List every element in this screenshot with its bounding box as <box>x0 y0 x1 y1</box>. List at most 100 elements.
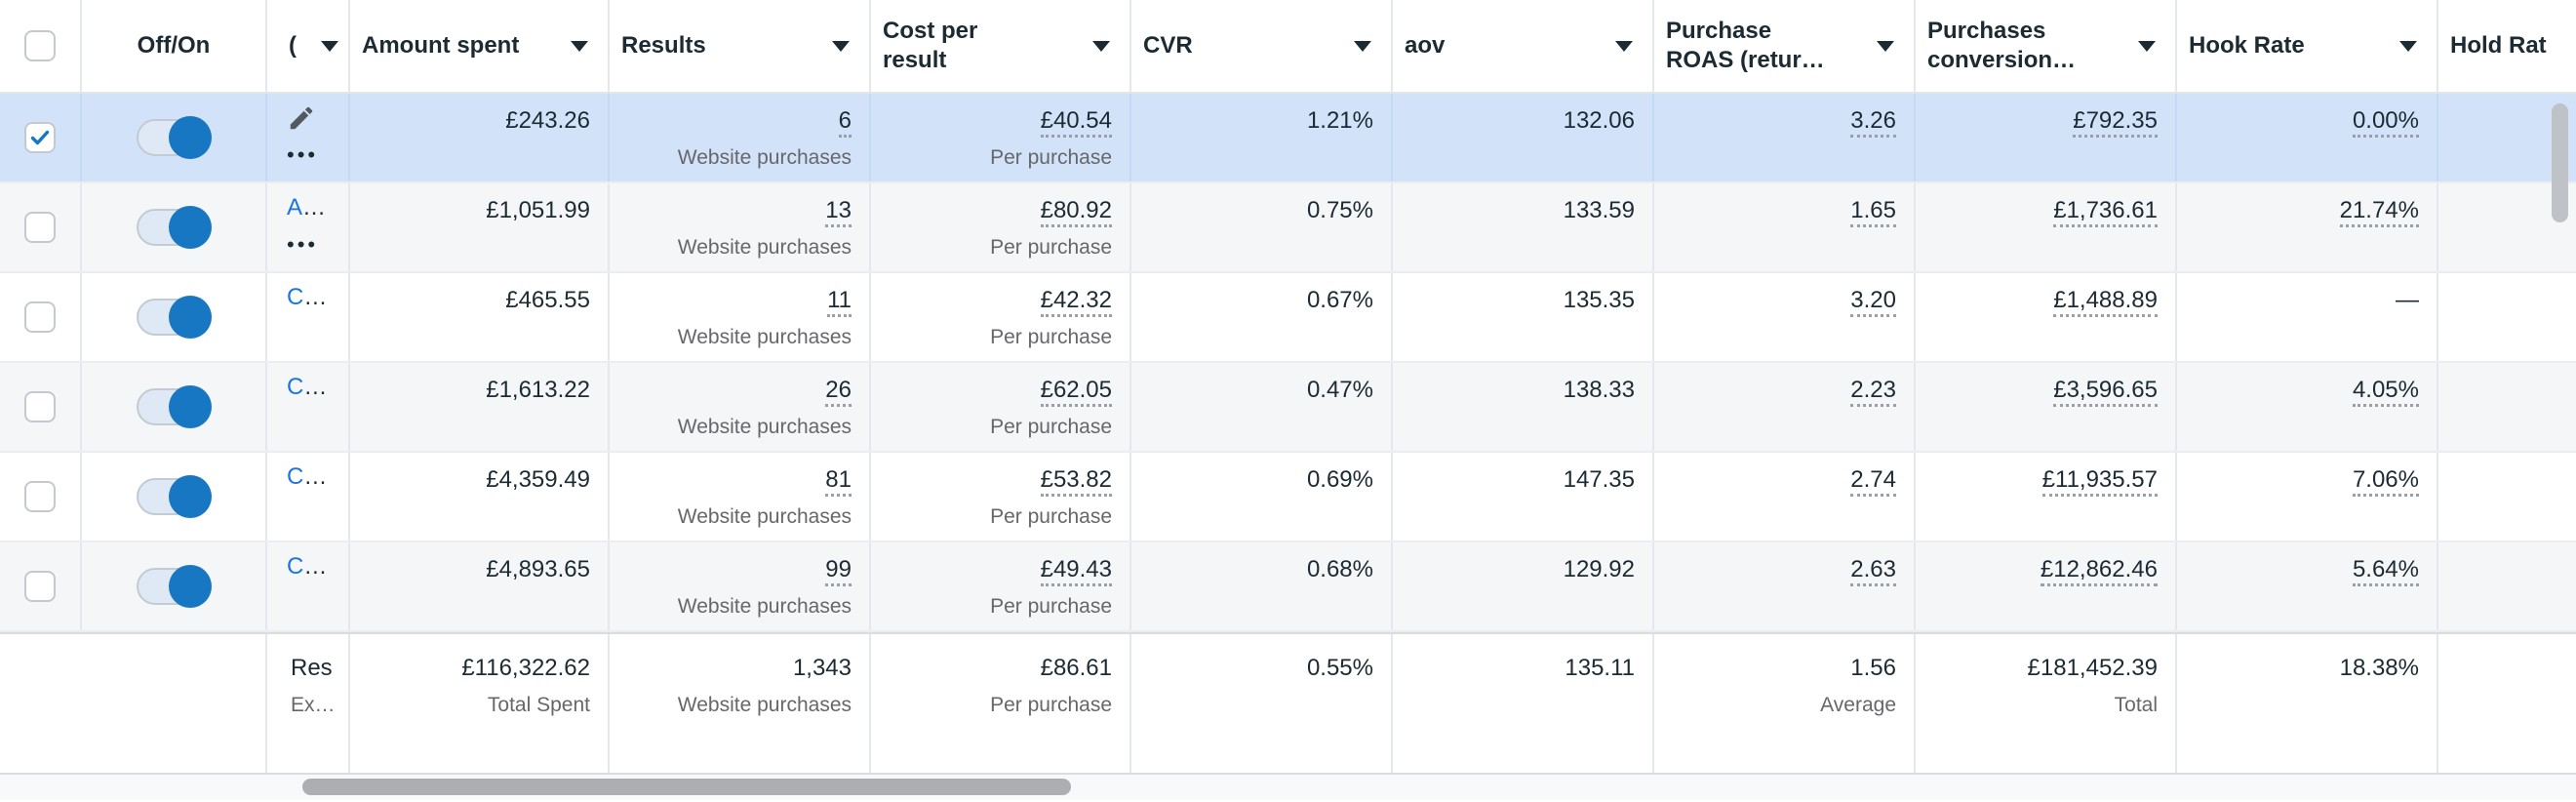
column-header-purchase_roas[interactable]: Purchase ROAS (retur… <box>1654 0 1916 92</box>
purchase-roas-value[interactable]: 2.23 <box>1850 377 1896 407</box>
sort-caret-icon[interactable] <box>1877 40 1894 52</box>
purchase-roas-value[interactable]: 3.26 <box>1850 107 1896 138</box>
cell-cvr: 1.21% <box>1131 94 1393 181</box>
column-header-results[interactable]: Results <box>610 0 871 92</box>
results-value[interactable]: 11 <box>827 287 852 317</box>
cell-purchases-conversion: £3,596.65 <box>1916 363 2177 451</box>
purchases-conversion-value[interactable]: £3,596.65 <box>2053 377 2158 407</box>
sort-caret-icon[interactable] <box>1092 40 1110 52</box>
off-on-toggle[interactable] <box>137 385 212 428</box>
row-checkbox[interactable] <box>24 122 56 153</box>
results-value[interactable]: 26 <box>825 377 852 407</box>
purchases-conversion-value[interactable]: £1,736.61 <box>2053 197 2158 227</box>
row-name-cell: A… ••• <box>267 183 350 271</box>
campaign-name-link[interactable]: C… <box>287 463 328 490</box>
row-menu-dots[interactable]: ••• <box>287 232 319 257</box>
off-on-toggle[interactable] <box>137 475 212 518</box>
campaign-name-link[interactable]: C… <box>287 284 328 310</box>
hook-rate-value[interactable]: 7.06% <box>2352 466 2419 497</box>
purchases-conversion-value[interactable]: £792.35 <box>2073 107 2158 138</box>
cell-amount-spent: £1,613.22 <box>350 363 610 451</box>
cell-results: 11 Website purchases <box>610 273 871 361</box>
table-body: ••• £243.26 6 Website purchases £40.54 Per pu… <box>0 94 2576 632</box>
row-toggle-cell <box>82 183 267 271</box>
summary-aov: 135.11 <box>1393 634 1654 773</box>
cost-per-result-sublabel: Per purchase <box>990 595 1112 618</box>
campaign-name-link[interactable]: A… <box>287 194 327 221</box>
purchase-roas-value[interactable]: 1.65 <box>1850 197 1896 227</box>
off-on-toggle[interactable] <box>137 296 212 339</box>
cvr-value: 0.68% <box>1306 556 1373 582</box>
row-checkbox[interactable] <box>24 571 56 602</box>
sort-caret-icon[interactable] <box>2399 40 2417 52</box>
results-value[interactable]: 99 <box>825 556 852 586</box>
row-checkbox[interactable] <box>24 301 56 333</box>
sort-caret-icon[interactable] <box>2138 40 2156 52</box>
column-header-aov[interactable]: aov <box>1393 0 1654 92</box>
cost-per-result-value[interactable]: £62.05 <box>1040 377 1112 407</box>
sort-caret-icon[interactable] <box>571 40 588 52</box>
off-on-toggle[interactable] <box>137 116 212 159</box>
results-value[interactable]: 6 <box>838 107 852 138</box>
select-all-checkbox[interactable] <box>24 30 56 61</box>
row-menu-dots[interactable]: ••• <box>287 142 319 167</box>
campaign-name-link[interactable]: C… <box>287 374 328 400</box>
column-header-label: Hold Rat <box>2450 32 2547 59</box>
cell-hold-rate <box>2438 363 2576 451</box>
sort-caret-icon[interactable] <box>1354 40 1371 52</box>
cell-amount-spent: £465.55 <box>350 273 610 361</box>
aov-value: 138.33 <box>1563 377 1635 403</box>
summary-purchase-roas: 1.56 Average <box>1654 634 1916 773</box>
sort-caret-icon[interactable] <box>1615 40 1633 52</box>
horizontal-scrollbar[interactable] <box>0 775 2576 800</box>
hook-rate-value[interactable]: 4.05% <box>2352 377 2419 407</box>
column-header-off_on: Off/On <box>82 0 267 92</box>
cost-per-result-value[interactable]: £42.32 <box>1040 287 1112 317</box>
column-header-cost_per_result[interactable]: Cost per result <box>871 0 1131 92</box>
column-header-name[interactable]: ( <box>267 0 350 92</box>
table-row: ••• £243.26 6 Website purchases £40.54 Per pu… <box>0 94 2576 183</box>
off-on-toggle[interactable] <box>137 206 212 249</box>
horizontal-scrollbar-thumb[interactable] <box>302 779 1071 795</box>
summary-purchase-roas-label: Average <box>1820 694 1896 716</box>
purchases-conversion-value[interactable]: £11,935.57 <box>2041 466 2158 497</box>
sort-caret-icon[interactable] <box>832 40 850 52</box>
purchase-roas-value[interactable]: 3.20 <box>1850 287 1896 317</box>
cost-per-result-value[interactable]: £49.43 <box>1040 556 1112 586</box>
cell-purchases-conversion: £792.35 <box>1916 94 2177 181</box>
vertical-scrollbar-thumb[interactable] <box>2552 103 2568 222</box>
summary-purchases-conversion-value: £181,452.39 <box>2027 655 2158 681</box>
column-header-amount_spent[interactable]: Amount spent <box>350 0 610 92</box>
results-value[interactable]: 81 <box>825 466 852 497</box>
row-name-cell: C… <box>267 363 350 451</box>
hook-rate-value[interactable]: 0.00% <box>2352 107 2419 138</box>
summary-row: Res Ex… £116,322.62 Total Spent 1,343 We… <box>0 632 2576 775</box>
hook-rate-value[interactable]: 21.74% <box>2339 197 2419 227</box>
campaign-name-link[interactable]: C… <box>287 553 328 580</box>
column-header-cvr[interactable]: CVR <box>1131 0 1393 92</box>
row-checkbox[interactable] <box>24 212 56 243</box>
row-checkbox[interactable] <box>24 391 56 422</box>
cost-per-result-value[interactable]: £80.92 <box>1040 197 1112 227</box>
sort-caret-icon[interactable] <box>321 40 338 52</box>
purchases-conversion-value[interactable]: £12,862.46 <box>2040 556 2158 586</box>
off-on-toggle[interactable] <box>137 565 212 608</box>
column-header-purchases_conversion[interactable]: Purchases conversion… <box>1916 0 2177 92</box>
results-value[interactable]: 13 <box>825 197 852 227</box>
purchases-conversion-value[interactable]: £1,488.89 <box>2053 287 2158 317</box>
purchase-roas-value[interactable]: 2.63 <box>1850 556 1896 586</box>
row-select-cell <box>0 542 82 630</box>
purchase-roas-value[interactable]: 2.74 <box>1850 466 1896 497</box>
summary-hook-rate-value: 18.38% <box>2339 655 2419 681</box>
aov-value: 129.92 <box>1563 556 1635 582</box>
amount-spent-value: £1,613.22 <box>486 377 590 403</box>
summary-cost-per-result-label: Per purchase <box>990 694 1112 716</box>
cost-per-result-value[interactable]: £53.82 <box>1040 466 1112 497</box>
hook-rate-value[interactable]: 5.64% <box>2352 556 2419 586</box>
cost-per-result-sublabel: Per purchase <box>990 236 1112 259</box>
row-checkbox[interactable] <box>24 481 56 512</box>
column-header-hook_rate[interactable]: Hook Rate <box>2177 0 2438 92</box>
column-header-label: Off/On <box>137 32 211 59</box>
edit-pencil-icon[interactable] <box>287 103 316 133</box>
cost-per-result-value[interactable]: £40.54 <box>1040 107 1112 138</box>
